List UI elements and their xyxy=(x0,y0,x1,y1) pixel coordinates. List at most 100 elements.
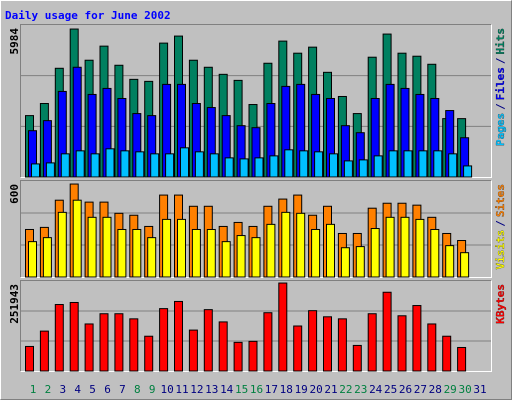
x-tick-label: 17 xyxy=(265,383,278,396)
panel-border xyxy=(20,280,492,372)
bar xyxy=(206,228,216,278)
bar xyxy=(162,218,172,278)
panel-border xyxy=(20,180,492,278)
bar xyxy=(370,228,380,278)
bar xyxy=(340,247,350,278)
legend-separator: / xyxy=(494,103,507,110)
x-tick-label: 30 xyxy=(458,383,471,396)
bar xyxy=(427,323,437,372)
bar xyxy=(299,150,309,178)
bar xyxy=(191,228,201,278)
x-tick-label: 6 xyxy=(104,383,111,396)
panel-border xyxy=(20,280,492,372)
bar xyxy=(159,308,169,372)
x-tick-label: 5 xyxy=(89,383,96,396)
x-tick-label: 10 xyxy=(160,383,173,396)
bar xyxy=(263,312,273,372)
bar xyxy=(430,228,440,278)
bar xyxy=(281,211,291,278)
bar xyxy=(57,211,67,278)
y-tick-label: 5984 xyxy=(8,28,21,55)
bar xyxy=(233,341,243,372)
legend-entry: Visits xyxy=(494,230,507,270)
bar xyxy=(177,218,186,278)
x-tick-label: 11 xyxy=(175,383,188,396)
x-tick-label: 31 xyxy=(473,383,486,396)
bar xyxy=(180,147,189,178)
x-tick-label: 19 xyxy=(295,383,308,396)
bar xyxy=(87,216,97,278)
bar xyxy=(132,228,142,278)
bar xyxy=(373,155,383,178)
bar xyxy=(150,153,160,178)
bar xyxy=(463,165,473,178)
bar xyxy=(129,318,139,372)
panel-border xyxy=(20,24,492,178)
bar xyxy=(218,321,228,372)
bar xyxy=(117,228,127,278)
bar xyxy=(203,309,213,372)
bar xyxy=(28,241,37,278)
bar xyxy=(433,150,443,178)
bar xyxy=(42,237,52,278)
x-tick-label: 8 xyxy=(134,383,141,396)
bar xyxy=(254,157,264,178)
x-tick-label: 2 xyxy=(45,383,52,396)
legend: Visits / Sites xyxy=(494,184,507,270)
bar xyxy=(144,335,154,372)
x-tick-label: 7 xyxy=(119,383,126,396)
bar xyxy=(60,153,70,178)
x-tick-label: 15 xyxy=(235,383,248,396)
bar xyxy=(135,151,145,178)
x-tick-label: 29 xyxy=(444,383,457,396)
bar xyxy=(403,150,413,178)
bar xyxy=(278,282,288,372)
legend-entry: Sites xyxy=(494,184,507,217)
bar xyxy=(418,150,428,178)
bar xyxy=(75,150,85,178)
bar xyxy=(54,304,64,372)
x-tick-label: 27 xyxy=(414,383,427,396)
y-tick-label: 600 xyxy=(8,184,21,204)
bar xyxy=(329,153,338,178)
bar xyxy=(308,310,318,372)
bar xyxy=(165,153,175,178)
bar xyxy=(209,153,219,178)
y-tick-label: 251943 xyxy=(8,284,21,324)
x-tick-label: 9 xyxy=(149,383,156,396)
bar xyxy=(293,325,303,372)
bar xyxy=(194,151,204,178)
bar xyxy=(367,313,377,372)
bar xyxy=(120,150,130,178)
x-tick-label: 20 xyxy=(309,383,322,396)
bar xyxy=(448,153,458,178)
legend: Pages / Files / Hits xyxy=(494,28,507,146)
bar xyxy=(457,346,467,372)
bar xyxy=(445,245,455,278)
bar xyxy=(352,344,362,372)
bar xyxy=(311,228,321,278)
bar xyxy=(415,218,425,278)
bar xyxy=(269,155,279,178)
bar xyxy=(266,223,276,278)
bar xyxy=(102,216,112,278)
legend: KBytes xyxy=(494,284,507,324)
x-tick-label: 26 xyxy=(399,383,412,396)
bar xyxy=(296,212,306,278)
bar xyxy=(221,241,231,278)
bar xyxy=(385,216,395,278)
bar xyxy=(337,318,347,372)
bar xyxy=(84,323,94,372)
bar xyxy=(460,252,470,278)
legend-entry: Files xyxy=(494,67,507,100)
bar xyxy=(105,148,115,178)
bar xyxy=(239,158,249,178)
bar xyxy=(72,199,82,278)
bar xyxy=(355,246,365,278)
bar xyxy=(224,157,234,178)
bar xyxy=(114,313,124,372)
legend-separator: / xyxy=(494,220,507,227)
bar xyxy=(388,150,398,178)
chart-title: Daily usage for June 2002 xyxy=(5,9,171,22)
